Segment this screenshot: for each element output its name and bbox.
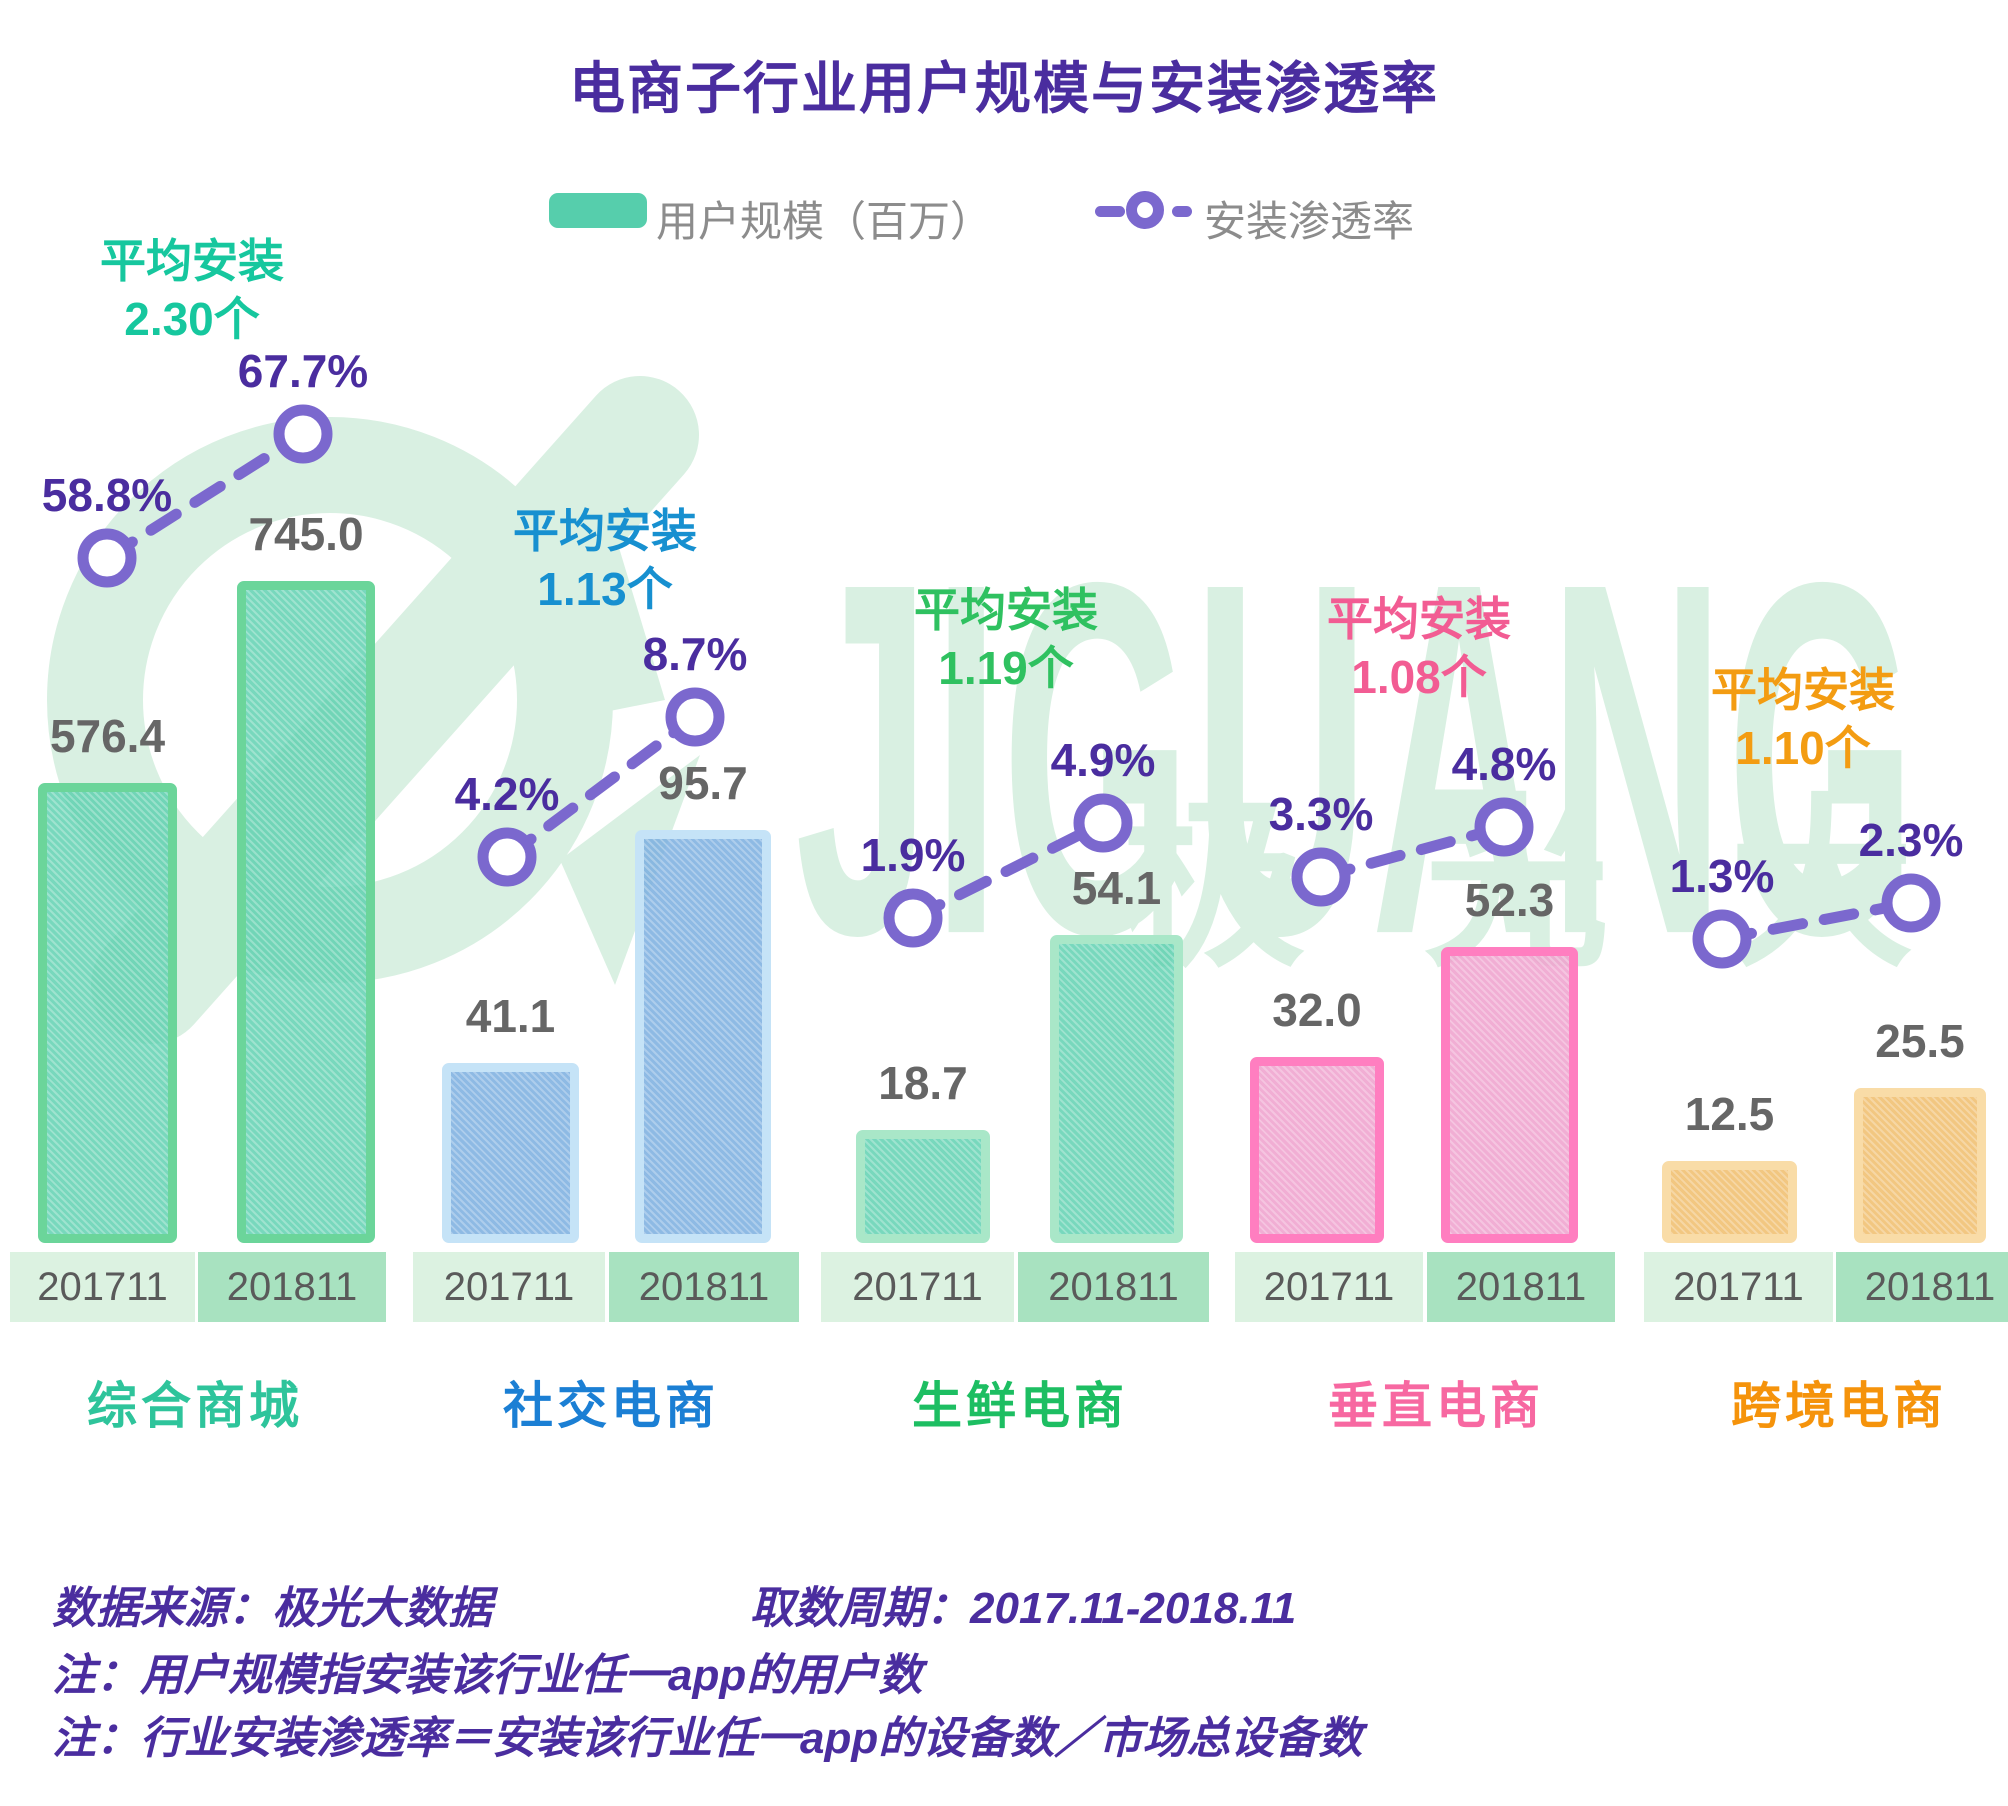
avg-install-label: 平均安装 1.10个 bbox=[1711, 661, 1895, 777]
penetration-line-segment bbox=[101, 428, 309, 564]
bar-201811 bbox=[1854, 1088, 1986, 1243]
x-tick-201711: 201711 bbox=[10, 1252, 195, 1322]
penetration-pct-label: 4.2% bbox=[454, 768, 560, 820]
bar-value-label: 25.5 bbox=[1875, 1015, 1965, 1067]
category-label: 垂直电商 bbox=[1328, 1378, 1544, 1434]
bar-201811 bbox=[237, 581, 375, 1243]
footnote-penetration: 注：行业安装渗透率＝安装该行业任一app的设备数／市场总设备数 bbox=[52, 1714, 1363, 1763]
avg-install-line2: 2.30个 bbox=[124, 293, 260, 345]
penetration-marker bbox=[665, 687, 725, 747]
footnote-user-scale: 注：用户规模指安装该行业任一app的用户数 bbox=[52, 1651, 923, 1700]
avg-install-line2: 1.13个 bbox=[537, 563, 673, 615]
avg-install-line1: 平均安装 bbox=[513, 505, 697, 557]
bar-201811 bbox=[1050, 935, 1183, 1243]
data-period-note: 取数周期：2017.11-2018.11 bbox=[750, 1584, 1297, 1633]
penetration-marker bbox=[1692, 909, 1752, 969]
bar-201711 bbox=[856, 1130, 990, 1243]
legend-line-marker-icon bbox=[1126, 191, 1164, 229]
page-title: 电商子行业用户规模与安装渗透率 bbox=[569, 57, 1439, 120]
penetration-marker bbox=[477, 827, 537, 887]
x-tick-201811: 201811 bbox=[1018, 1252, 1209, 1322]
penetration-marker bbox=[1073, 793, 1133, 853]
penetration-marker bbox=[273, 404, 333, 464]
bar-201811 bbox=[635, 830, 771, 1243]
x-tick-201811: 201811 bbox=[1836, 1252, 2008, 1322]
bar-value-label: 54.1 bbox=[1071, 862, 1162, 914]
x-tick-201811: 201811 bbox=[609, 1252, 799, 1322]
data-source-note: 数据来源：极光大数据 bbox=[52, 1584, 492, 1633]
penetration-pct-label: 58.8% bbox=[41, 469, 173, 521]
bar-value-label: 576.4 bbox=[49, 710, 166, 762]
penetration-pct-label: 3.3% bbox=[1268, 788, 1374, 840]
avg-install-label: 平均安装 2.30个 bbox=[100, 232, 284, 348]
avg-install-line2: 1.19个 bbox=[938, 642, 1074, 694]
category-label: 跨境电商 bbox=[1731, 1378, 1947, 1434]
bar-201711 bbox=[1250, 1057, 1384, 1243]
legend-line-label: 安装渗透率 bbox=[1204, 198, 1415, 245]
penetration-marker bbox=[1291, 847, 1351, 907]
penetration-line-segment bbox=[907, 817, 1109, 924]
x-tick-201811: 201811 bbox=[1427, 1252, 1615, 1322]
bar-201711 bbox=[1662, 1161, 1797, 1243]
penetration-pct-label: 1.9% bbox=[860, 829, 966, 881]
logo-leaf-shape bbox=[560, 755, 700, 985]
avg-install-label: 平均安装 1.19个 bbox=[914, 581, 1098, 697]
category-label: 生鲜电商 bbox=[912, 1378, 1128, 1434]
legend-bar-swatch bbox=[549, 193, 647, 228]
bar-201811 bbox=[1441, 947, 1578, 1243]
avg-install-line1: 平均安装 bbox=[914, 584, 1098, 636]
bar-value-label: 12.5 bbox=[1684, 1088, 1775, 1140]
x-tick-201811: 201811 bbox=[198, 1252, 386, 1322]
category-label: 综合商城 bbox=[87, 1378, 303, 1434]
avg-install-label: 平均安装 1.08个 bbox=[1327, 590, 1511, 706]
avg-install-line2: 1.10个 bbox=[1735, 722, 1871, 774]
bar-value-label: 95.7 bbox=[658, 757, 748, 809]
avg-install-line2: 1.08个 bbox=[1351, 651, 1487, 703]
x-tick-201711: 201711 bbox=[1235, 1252, 1423, 1322]
bar-value-label: 52.3 bbox=[1464, 874, 1555, 926]
penetration-pct-label: 4.8% bbox=[1451, 738, 1557, 790]
penetration-pct-label: 4.9% bbox=[1050, 734, 1156, 786]
penetration-marker bbox=[883, 888, 943, 948]
penetration-pct-label: 67.7% bbox=[237, 345, 369, 397]
avg-install-line1: 平均安装 bbox=[1711, 664, 1895, 716]
avg-install-line1: 平均安装 bbox=[1327, 593, 1511, 645]
x-tick-201711: 201711 bbox=[413, 1252, 605, 1322]
penetration-pct-label: 2.3% bbox=[1858, 814, 1964, 866]
penetration-line-segment bbox=[1716, 897, 1917, 945]
penetration-line-segment bbox=[1315, 821, 1510, 883]
x-tick-201711: 201711 bbox=[821, 1252, 1014, 1322]
category-label: 社交电商 bbox=[503, 1378, 719, 1434]
legend-line-dash-icon bbox=[1095, 206, 1125, 217]
avg-install-line1: 平均安装 bbox=[100, 235, 284, 287]
legend-line-dash-icon bbox=[1172, 206, 1192, 217]
bar-value-label: 18.7 bbox=[878, 1057, 968, 1109]
penetration-pct-label: 1.3% bbox=[1669, 850, 1775, 902]
penetration-pct-label: 8.7% bbox=[642, 628, 748, 680]
avg-install-label: 平均安装 1.13个 bbox=[513, 502, 697, 618]
penetration-marker bbox=[77, 528, 137, 588]
bar-value-label: 41.1 bbox=[465, 990, 556, 1042]
penetration-marker bbox=[1881, 873, 1941, 933]
bar-201711 bbox=[442, 1063, 579, 1243]
penetration-marker bbox=[1474, 797, 1534, 857]
x-tick-201711: 201711 bbox=[1644, 1252, 1833, 1322]
bar-value-label: 32.0 bbox=[1272, 984, 1362, 1036]
logo-bird-shape bbox=[540, 435, 665, 725]
legend-bar-label: 用户规模（百万） bbox=[656, 198, 993, 245]
logo-diagonal-swoosh bbox=[91, 376, 699, 1044]
penetration-line-segment bbox=[501, 711, 701, 863]
bar-value-label: 745.0 bbox=[248, 508, 364, 560]
bar-201711 bbox=[38, 783, 177, 1243]
